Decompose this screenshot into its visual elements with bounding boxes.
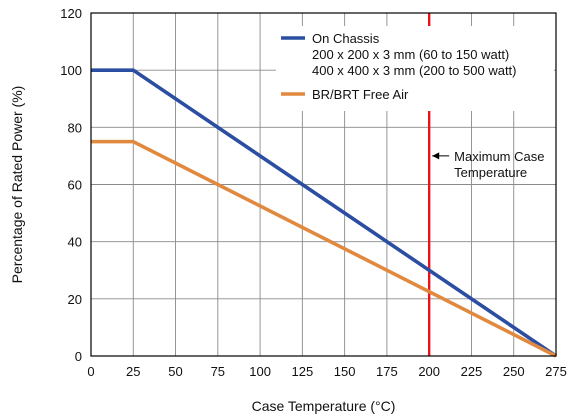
- annotation-label: Maximum Case: [454, 149, 544, 164]
- annotation-label: Temperature: [454, 165, 527, 180]
- legend-label: On Chassis: [312, 31, 380, 46]
- x-tick-label: 250: [503, 364, 525, 379]
- legend-background: [276, 26, 554, 111]
- y-tick-label: 60: [68, 178, 82, 193]
- x-tick-label: 175: [376, 364, 398, 379]
- y-tick-label: 100: [60, 63, 82, 78]
- y-tick-label: 0: [75, 349, 82, 364]
- y-tick-label: 120: [60, 6, 82, 21]
- x-tick-label: 100: [249, 364, 271, 379]
- x-tick-label: 50: [168, 364, 182, 379]
- x-tick-label: 225: [461, 364, 483, 379]
- tick-labels: 0 25 50 75 100 125 150 175 200 225 250 275 0 20 40 60 80…: [60, 6, 567, 379]
- x-tick-label: 25: [126, 364, 140, 379]
- x-tick-label: 150: [334, 364, 356, 379]
- series-group: [91, 68, 558, 358]
- x-tick-label: 75: [211, 364, 225, 379]
- x-tick-label: 275: [545, 364, 567, 379]
- x-axis-title: Case Temperature (°C): [252, 398, 396, 414]
- annotation-arrow-head: [432, 152, 440, 160]
- x-tick-label: 125: [292, 364, 314, 379]
- legend-label: BR/BRT Free Air: [312, 87, 409, 102]
- plot-frame: [90, 12, 557, 357]
- legend-label: 200 x 200 x 3 mm (60 to 150 watt): [312, 47, 509, 62]
- series-line-1: [91, 68, 558, 358]
- y-tick-label: 20: [68, 292, 82, 307]
- y-tick-label: 80: [68, 120, 82, 135]
- x-tick-label: 200: [418, 364, 440, 379]
- y-tick-label: 40: [68, 235, 82, 250]
- x-tick-label: 0: [87, 364, 94, 379]
- series-line-2: [91, 139, 557, 358]
- legend-label: 400 x 400 x 3 mm (200 to 500 watt): [312, 63, 517, 78]
- y-axis-title: Percentage of Rated Power (%): [9, 86, 25, 284]
